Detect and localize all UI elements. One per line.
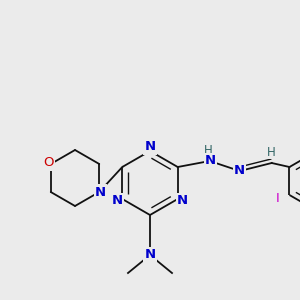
Text: N: N <box>177 194 188 208</box>
Text: H: H <box>267 146 276 158</box>
Text: N: N <box>234 164 245 178</box>
Text: N: N <box>144 248 156 262</box>
Text: I: I <box>276 193 279 206</box>
Text: H: H <box>204 145 213 158</box>
Text: N: N <box>205 154 216 167</box>
Text: N: N <box>144 140 156 154</box>
Text: N: N <box>95 185 106 199</box>
Text: O: O <box>44 157 54 169</box>
Text: N: N <box>112 194 123 208</box>
